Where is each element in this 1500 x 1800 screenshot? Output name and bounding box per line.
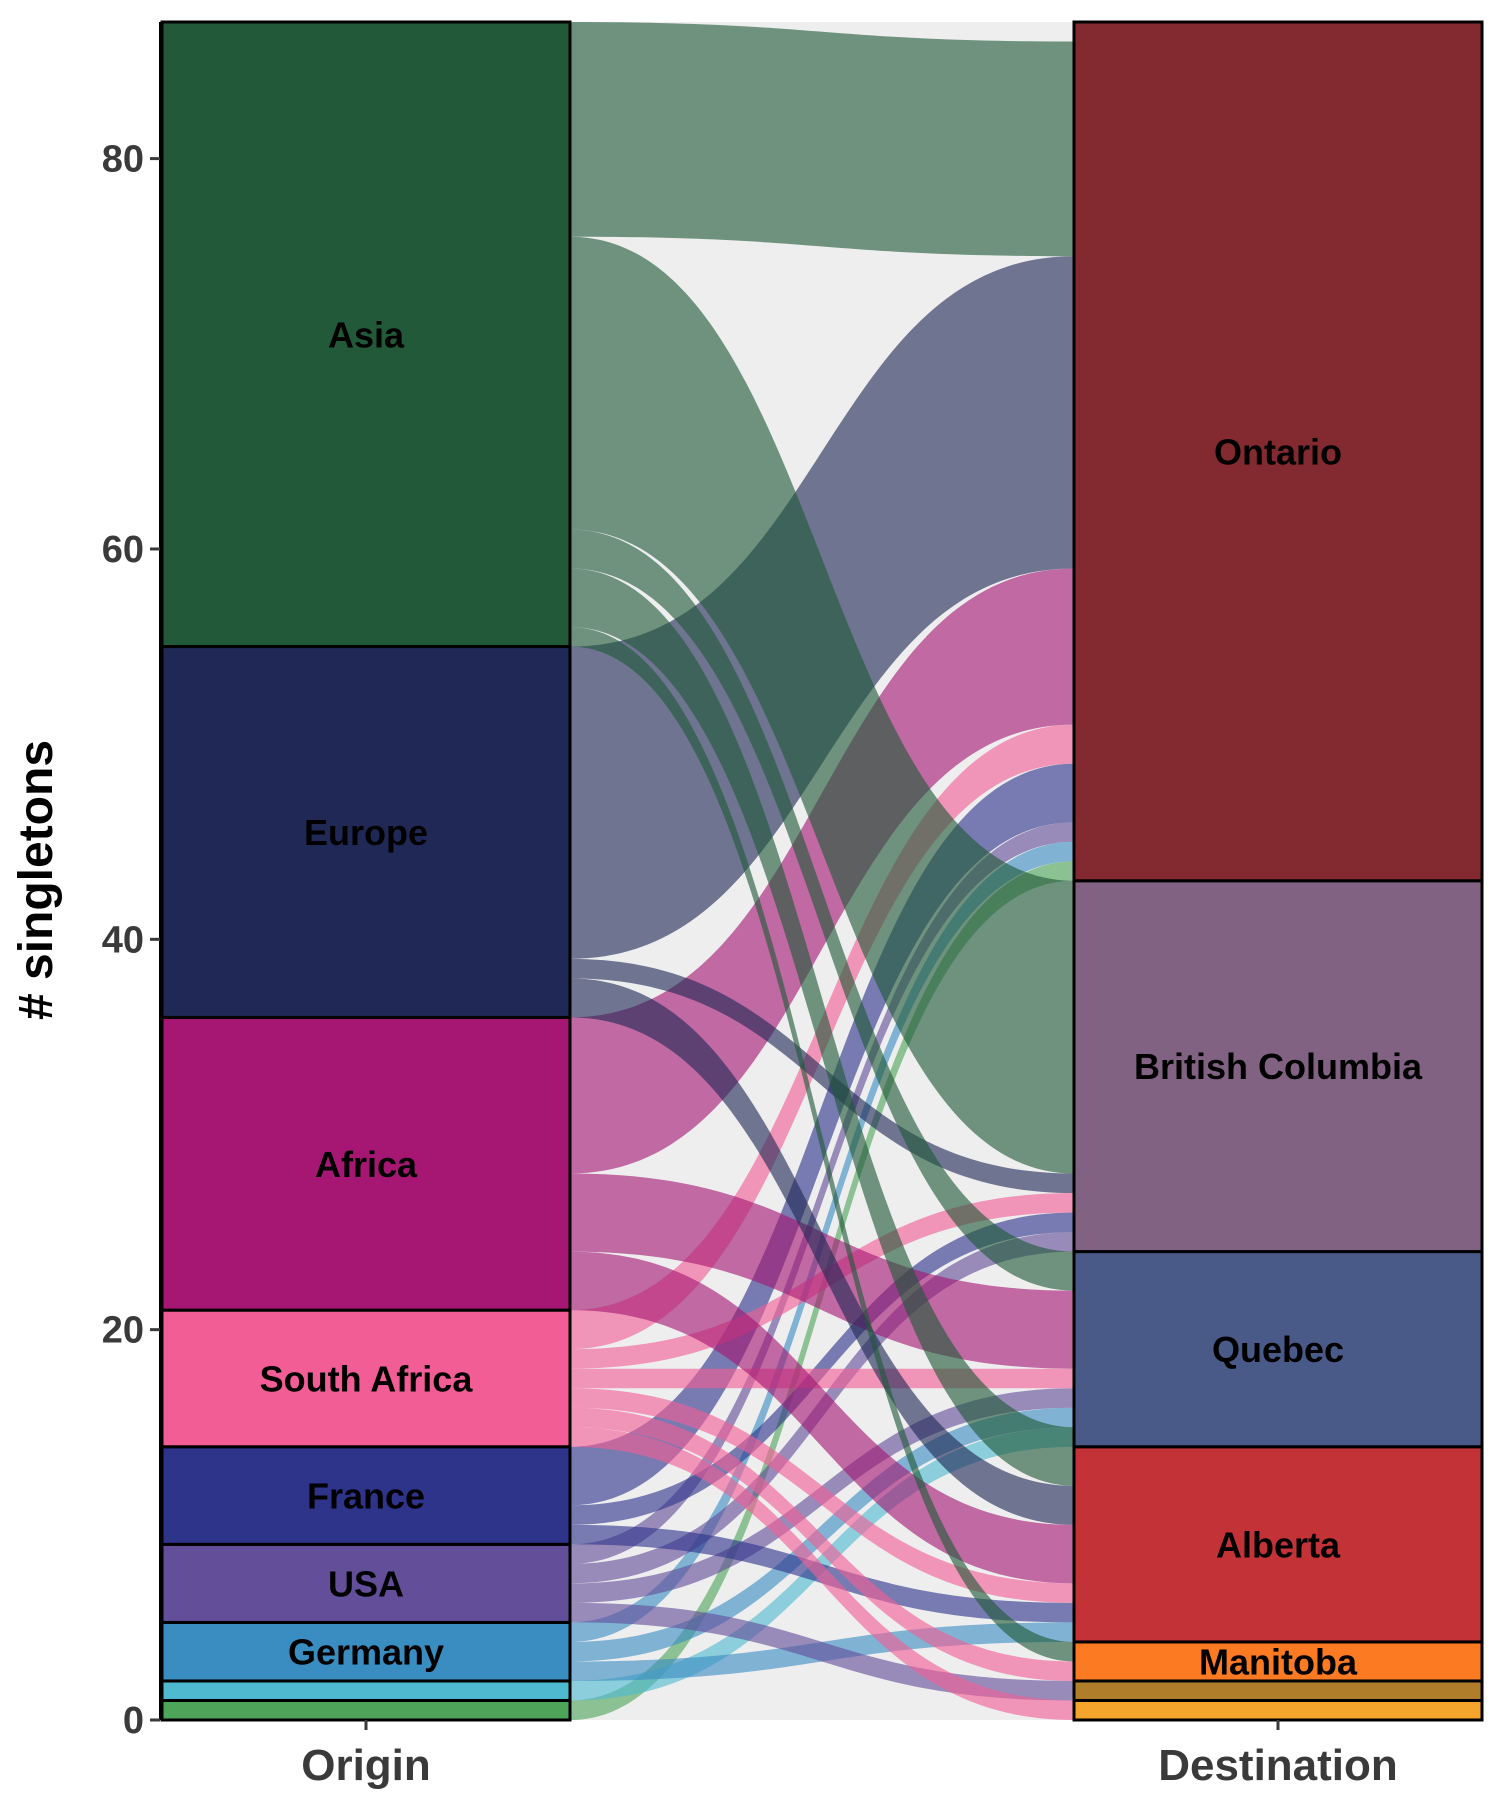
flow-south-africa-to-manitoba — [570, 1407, 1074, 1681]
origin-label-germany: Germany — [288, 1632, 444, 1673]
y-axis-title: # singletons — [10, 740, 63, 1020]
flow-africa-to-quebec — [570, 1173, 1074, 1369]
strata-layer: Germany USA France South Africa Africa Europe… — [160, 20, 1484, 1722]
origin-stratum-africa — [160, 1015, 572, 1312]
origin-stratum-asia — [160, 20, 572, 649]
origin-stratum-south-africa — [160, 1308, 572, 1449]
destination-label-british-columbia: British Columbia — [1134, 1046, 1423, 1087]
flow-south-africa-to-alberta — [570, 1388, 1074, 1603]
y-tick-label: 20 — [102, 1310, 144, 1352]
y-tick-label: 0 — [123, 1700, 144, 1742]
destination-label-alberta: Alberta — [1216, 1524, 1341, 1565]
origin-label-france: France — [307, 1476, 425, 1517]
origin-label-south-africa: South Africa — [260, 1358, 474, 1399]
axes-layer: 0 20 40 60 80 Origin Destination — [102, 22, 1398, 1790]
flow-south-africa-to-quebec — [570, 1368, 1074, 1389]
flow-layer — [570, 22, 1074, 1720]
flow-usa-to-ontario — [570, 822, 1074, 1564]
flow-south-africa-to-other-destination-1 — [570, 1427, 1074, 1720]
origin-stratum-europe — [160, 645, 572, 1019]
flow-france-to-ontario — [570, 763, 1074, 1506]
destination-stratum-manitoba — [1072, 1640, 1484, 1683]
flow-asia-to-alberta — [570, 568, 1074, 1486]
origin-stratum-other-origin-2 — [160, 1679, 572, 1702]
destination-stratum-other-destination-2 — [1072, 1679, 1484, 1702]
y-tick-label: 60 — [102, 529, 144, 571]
x-axis-label-destination: Destination — [1158, 1741, 1398, 1790]
origin-label-asia: Asia — [328, 314, 405, 355]
destination-label-quebec: Quebec — [1212, 1329, 1344, 1370]
flow-europe-to-alberta — [570, 978, 1074, 1525]
flow-africa-to-alberta — [570, 1251, 1074, 1584]
origin-label-usa: USA — [328, 1563, 404, 1604]
flow-europe-to-british-columbia — [570, 958, 1074, 1194]
destination-label-manitoba: Manitoba — [1199, 1641, 1358, 1682]
origin-label-europe: Europe — [304, 812, 428, 853]
flow-asia-to-manitoba — [570, 627, 1074, 1662]
x-axis-label-origin: Origin — [301, 1741, 431, 1790]
y-tick-label: 40 — [102, 919, 144, 961]
y-tick-label: 80 — [102, 139, 144, 181]
flow-asia-to-ontario — [570, 22, 1074, 257]
destination-label-ontario: Ontario — [1214, 431, 1342, 472]
flow-africa-to-ontario — [570, 568, 1074, 1174]
destination-stratum-other-destination-1 — [1072, 1698, 1484, 1722]
destination-stratum-quebec — [1072, 1250, 1484, 1449]
destination-stratum-british-columbia — [1072, 879, 1484, 1254]
destination-stratum-ontario — [1072, 20, 1484, 883]
origin-stratum-other-origin-1 — [160, 1698, 572, 1722]
flow-asia-to-british-columbia — [570, 236, 1074, 1174]
destination-stratum-alberta — [1072, 1445, 1484, 1644]
origin-label-africa: Africa — [315, 1144, 418, 1185]
flow-asia-to-quebec — [570, 529, 1074, 1291]
